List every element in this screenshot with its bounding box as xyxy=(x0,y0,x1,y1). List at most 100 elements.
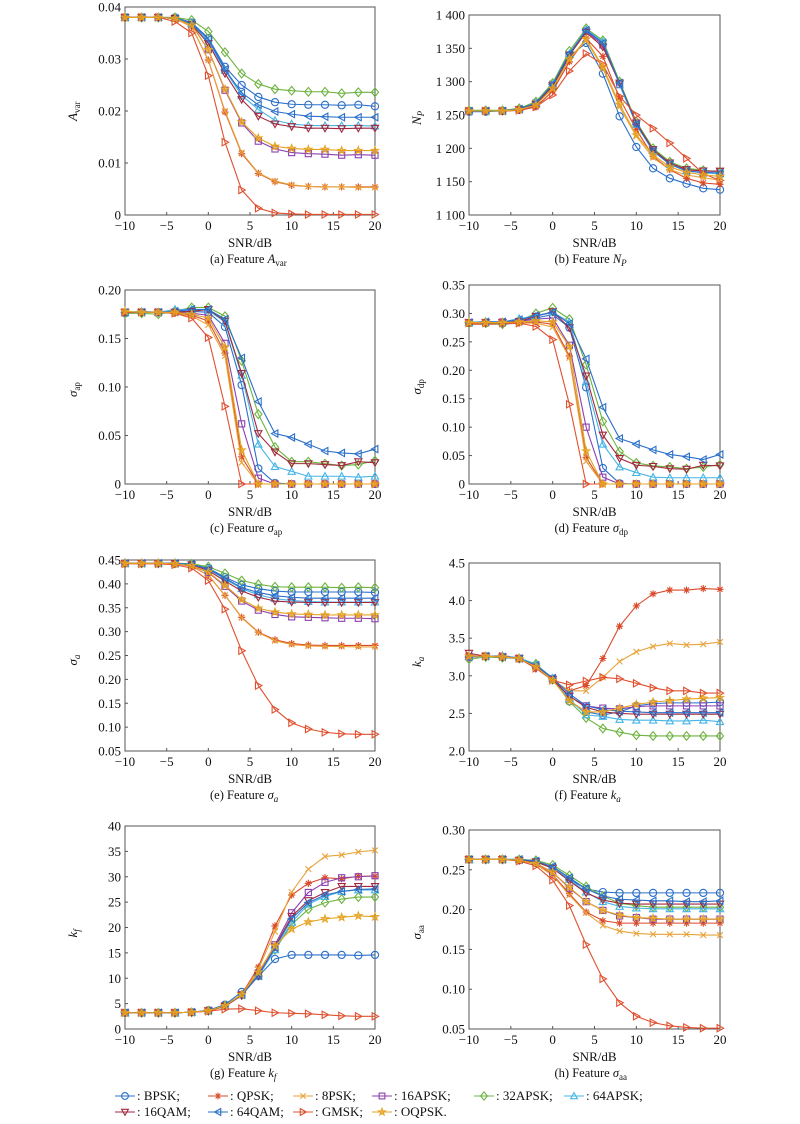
series-group xyxy=(463,302,726,489)
y-axis-label: σa xyxy=(65,654,82,665)
y-tick-label: 0.20 xyxy=(98,672,121,687)
series-group xyxy=(119,11,381,220)
data-point-qpsk xyxy=(666,586,674,594)
data-point-gmsk xyxy=(271,208,280,218)
data-point-oqpsk xyxy=(698,169,709,180)
data-point-64qam xyxy=(614,78,624,88)
data-point-16qam xyxy=(631,900,641,909)
x-tick-label: −5 xyxy=(504,1032,518,1047)
data-point-qpsk xyxy=(616,919,624,927)
data-point-8psk xyxy=(633,648,640,656)
data-point-8psk xyxy=(371,184,379,191)
data-point-64qam xyxy=(631,439,640,449)
data-point-64qam xyxy=(286,432,296,442)
series-qpsk xyxy=(465,318,724,488)
data-point-16apsk xyxy=(304,888,312,897)
x-tick-label: 0 xyxy=(549,487,556,502)
data-point-64qam xyxy=(665,896,674,906)
subplot-caption: (b) Feature NP xyxy=(555,252,628,268)
y-tick-label: 5 xyxy=(115,996,122,1011)
data-point-oqpsk xyxy=(369,145,381,155)
series-gmsk xyxy=(465,318,725,489)
series-8psk xyxy=(121,847,379,1017)
legend-label: : 64QAM; xyxy=(230,1104,284,1119)
data-point-32apsk xyxy=(615,727,624,738)
caption-prefix: (e) Feature xyxy=(210,788,268,802)
data-point-qpsk xyxy=(582,681,590,690)
legend-marker-square-icon xyxy=(378,1092,386,1100)
symbol: σ xyxy=(409,933,424,940)
series-16apsk xyxy=(465,27,724,176)
data-point-bpsk xyxy=(320,950,330,960)
data-point-oqpsk xyxy=(514,854,525,865)
data-point-gmsk xyxy=(649,683,658,693)
y-tick-label: 2.0 xyxy=(449,744,465,759)
plot-frame xyxy=(124,6,376,216)
data-point-8psk xyxy=(355,643,362,651)
data-point-16qam xyxy=(370,459,380,468)
data-point-oqpsk xyxy=(530,315,542,326)
data-point-oqpsk xyxy=(497,854,508,864)
y-tick-label: 3.5 xyxy=(449,631,465,646)
data-point-64qam xyxy=(631,895,640,905)
data-point-qpsk xyxy=(616,622,624,630)
series-line-oqpsk xyxy=(124,310,375,485)
data-point-oqpsk xyxy=(153,1007,164,1018)
data-point-64qam xyxy=(353,593,362,603)
data-point-qpsk xyxy=(338,875,346,883)
data-point-oqpsk xyxy=(269,140,281,151)
data-point-16qam xyxy=(320,124,330,133)
data-point-8psk xyxy=(305,642,312,650)
data-point-64qam xyxy=(303,898,312,908)
series-line-oqpsk xyxy=(469,858,720,920)
data-point-64qam xyxy=(320,593,329,603)
data-point-oqpsk xyxy=(614,98,625,109)
data-point-8psk xyxy=(371,847,379,854)
series-line-16apsk xyxy=(125,16,376,156)
data-point-64apsk xyxy=(698,904,708,913)
data-point-64apsk xyxy=(237,90,247,99)
data-point-16apsk xyxy=(321,878,329,886)
data-point-oqpsk xyxy=(547,82,558,93)
data-point-8psk xyxy=(338,851,345,859)
data-point-64apsk xyxy=(631,903,641,912)
data-point-8psk xyxy=(582,909,590,917)
series-line-oqpsk xyxy=(469,655,721,713)
data-point-bpsk xyxy=(598,69,608,78)
svg-text:σdp: σdp xyxy=(409,379,426,395)
y-tick-label: 1 400 xyxy=(436,8,465,23)
data-point-gmsk xyxy=(371,729,380,739)
series-line-32apsk xyxy=(469,27,721,173)
data-point-8psk xyxy=(599,922,607,929)
data-point-64apsk xyxy=(665,716,675,725)
data-point-qpsk xyxy=(649,919,657,927)
data-point-oqpsk xyxy=(286,478,297,489)
y-tick-label: 25 xyxy=(108,895,121,910)
subscript: var xyxy=(72,102,82,114)
data-point-oqpsk xyxy=(664,913,675,924)
data-point-64apsk xyxy=(615,901,625,910)
series-line-32apsk xyxy=(125,562,376,589)
data-point-64qam xyxy=(681,897,690,907)
svg-text:Avar: Avar xyxy=(65,102,82,122)
x-tick-label: 0 xyxy=(205,754,212,769)
data-point-qpsk xyxy=(599,654,607,663)
data-point-oqpsk xyxy=(319,144,331,154)
y-tick-label: 30 xyxy=(108,869,121,884)
x-tick-label: 20 xyxy=(714,754,727,769)
symbol: σ xyxy=(65,659,80,666)
data-point-oqpsk xyxy=(119,1007,131,1018)
x-tick-label: 10 xyxy=(630,487,643,502)
data-point-gmsk xyxy=(371,1011,380,1021)
series-line-64apsk xyxy=(125,16,376,127)
data-point-16qam xyxy=(220,70,230,79)
data-point-16qam xyxy=(337,462,347,471)
data-point-64qam xyxy=(303,111,312,121)
data-point-32apsk xyxy=(354,459,363,470)
data-point-oqpsk xyxy=(203,312,214,323)
y-axis-label: Avar xyxy=(65,102,82,122)
series-line-16apsk xyxy=(469,858,720,920)
data-point-oqpsk xyxy=(253,478,264,489)
x-tick-label: 10 xyxy=(285,1032,298,1047)
data-point-qpsk xyxy=(204,317,212,325)
